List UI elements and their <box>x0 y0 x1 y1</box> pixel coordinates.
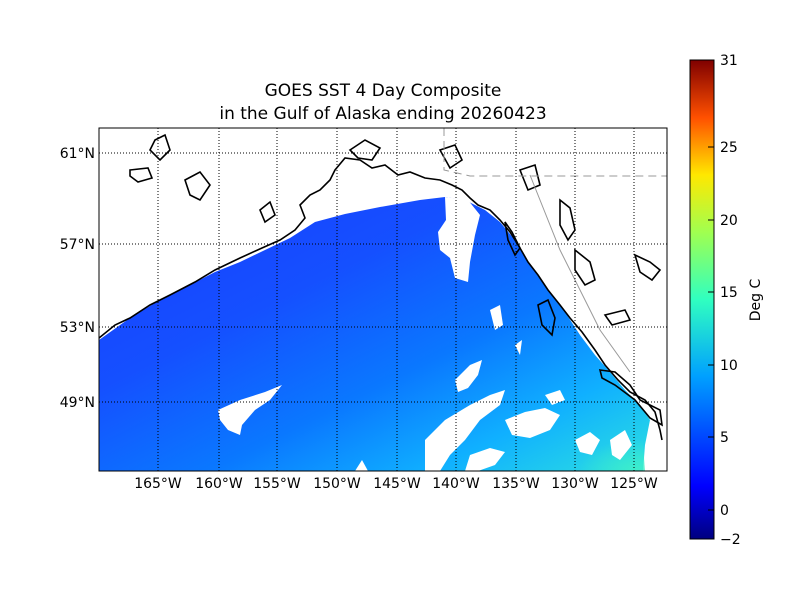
lon-label: 130°W <box>551 476 599 492</box>
colorbar-tick-label: 5 <box>720 430 729 446</box>
map-title-line-2: in the Gulf of Alaska ending 20260423 <box>219 104 547 124</box>
colorbar <box>689 59 715 540</box>
colorbar-tick-label: −2 <box>720 532 741 548</box>
colorbar-tick-label: 20 <box>720 213 738 229</box>
lon-label: 150°W <box>313 476 361 492</box>
lat-label: 57°N <box>60 237 95 253</box>
colorbar-ticks <box>708 59 714 511</box>
map-title-line-1: GOES SST 4 Day Composite <box>264 81 502 101</box>
graticule <box>99 128 667 471</box>
lon-label: 160°W <box>195 476 243 492</box>
political-borders <box>443 128 667 373</box>
colorbar-tick-label: 0 <box>720 503 729 519</box>
lon-label: 125°W <box>610 476 658 492</box>
lon-label: 135°W <box>492 476 540 492</box>
coastline <box>99 133 664 441</box>
colorbar-tick-label: 25 <box>720 140 738 156</box>
lon-label: 165°W <box>134 476 182 492</box>
colorbar-tick-label: 31 <box>720 53 738 69</box>
lat-label: 49°N <box>60 395 95 411</box>
colorbar-label: Deg C <box>748 279 764 322</box>
colorbar-tick-label: 15 <box>720 285 738 301</box>
lat-label: 61°N <box>60 146 95 162</box>
map-panel <box>99 128 667 471</box>
lat-label: 53°N <box>60 320 95 336</box>
map-border <box>98 127 668 472</box>
lon-label: 140°W <box>432 476 480 492</box>
colorbar-tick-label: 10 <box>720 358 738 374</box>
missing-data-patches <box>218 197 632 471</box>
lon-label: 155°W <box>253 476 301 492</box>
lon-label: 145°W <box>373 476 421 492</box>
